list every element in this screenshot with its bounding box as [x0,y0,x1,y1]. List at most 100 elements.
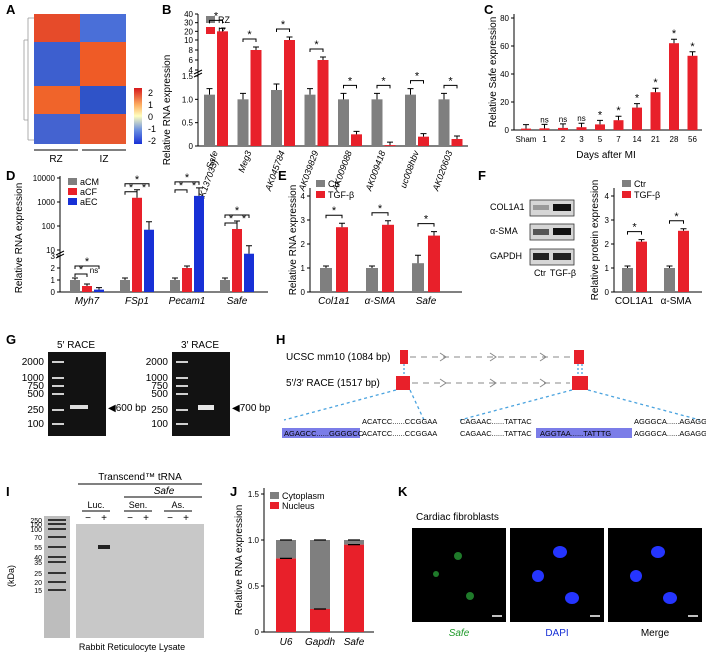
y-tick-label: 1.5 [182,72,194,81]
panel-j-ylabel: Relative RNA expression [234,505,245,616]
heatmap-block-7 [34,114,80,144]
error-bar [72,277,78,280]
bar-iz [351,134,362,146]
error-bar [273,83,280,90]
y-tick-label: 80 [500,14,509,23]
blot-band [533,253,549,260]
bar-ctr [412,263,424,292]
gel2-band [198,405,214,410]
y-tick-label: 0 [255,628,260,637]
y-tick-label: 0 [51,288,56,297]
panel-h-schematic: UCSC mm10 (1084 bp) 5′/3′ RACE (1517 bp)… [282,350,706,438]
significance-mark: * [192,180,197,192]
category-label: COL1A1 [615,296,654,307]
panel-c-xlabel: Days after MI [576,150,635,161]
y-tick-label: 1.0 [248,536,260,545]
bar-iz [384,145,396,146]
i-group-as: As. [171,500,184,510]
y-tick-label: 1.0 [182,95,194,104]
x-tick-label: 56 [688,135,697,144]
category-label: Pecam1 [169,296,206,307]
significance-mark: * [235,205,240,217]
heatmap-color-scale [134,88,142,144]
y-tick-label: 0.5 [182,119,194,128]
category-label: FSp1 [125,296,149,307]
category-label: AK020603 [430,149,454,193]
significance-mark: * [653,77,658,89]
bar-day [576,127,587,130]
marker-label: 150 [30,522,42,529]
lane-label-tgf: TGF-β [550,268,576,278]
bar-iz [250,50,262,146]
legend-label-ctr-f: Ctr [634,179,646,189]
panel-label-a: A [6,2,16,17]
panel-c-chart: Relative Safe expression Days after MI 0… [488,14,702,161]
intron-lines [410,356,572,384]
error-bar [280,539,292,559]
legend-swatch-aec [68,198,77,205]
significance-mark: * [214,10,219,22]
x-tick-label: 5 [598,135,603,144]
marker-label: 70 [34,535,42,542]
error-bar [454,135,460,139]
significance-bracket [309,48,324,52]
significance-mark: * [281,19,286,31]
ladder-band-5prime [52,385,64,387]
error-bar [219,27,226,32]
exon-links [403,364,583,376]
error-bar [307,88,313,95]
bar-day [539,128,550,130]
error-bar [222,277,228,280]
bar-nucleus [310,609,330,632]
category-label: Safe [227,296,248,307]
panel-f-chart: Ctr TGF-β Relative protein expression 0 1… [590,179,702,307]
heatmap-dendrogram [23,17,34,141]
marker-band [48,519,66,521]
panel-label-g: G [6,332,16,347]
significance-bracket [242,38,257,42]
gel1-title: 5′ RACE [57,340,95,351]
k-title: Cardiac fibroblasts [416,512,499,523]
significance-mark: ns [540,115,548,124]
bar-aEC [144,229,154,292]
category-label: Safe [344,637,365,648]
panel-j-chart: Cytoplasm Nucleus Relative RNA expressio… [234,488,374,648]
h-row1-label: UCSC mm10 (1084 bp) [286,352,390,363]
y-tick-label: 20 [184,27,193,36]
k-image-safe [412,528,506,622]
marker-band [48,556,66,558]
scale-tick: 0 [148,112,153,122]
error-bar [286,36,293,40]
i-sign: + [183,513,189,524]
marker-label: 250 [30,518,42,525]
error-bar [146,221,152,230]
bar-day [613,120,624,130]
bar-rz [304,94,316,146]
i-sign: − [167,513,173,524]
k-green-dot [433,571,439,577]
seq-right-bot-a: CAGAAC......TATTAC [460,429,532,438]
significance-mark: * [185,172,190,184]
y-tick-label: 3 [301,216,306,225]
significance-mark: * [85,256,90,268]
bar-cytoplasm [276,540,296,559]
error-bar [385,220,391,225]
seq-right-bot-hl: AGGTAA......TATTTG [540,429,611,438]
error-bar [441,92,447,100]
bar-aCM [170,280,180,292]
error-bar [387,141,393,146]
panel-label-k: K [398,484,408,499]
bar-iz [451,139,463,146]
y-tick-label: 60 [500,42,509,51]
blot-band [533,229,549,235]
legend-label-acf: aCF [80,187,98,197]
ladder-label-3prime: 750 [151,381,168,392]
y-tick-label: 30 [184,19,193,28]
legend-label-aec: aEC [80,197,98,207]
y-tick-label: 2 [301,240,306,249]
marker-label: 15 [34,588,42,595]
ladder-label-5prime: 750 [27,381,44,392]
y-tick-label: 0 [189,142,194,151]
marker-band [48,581,66,583]
